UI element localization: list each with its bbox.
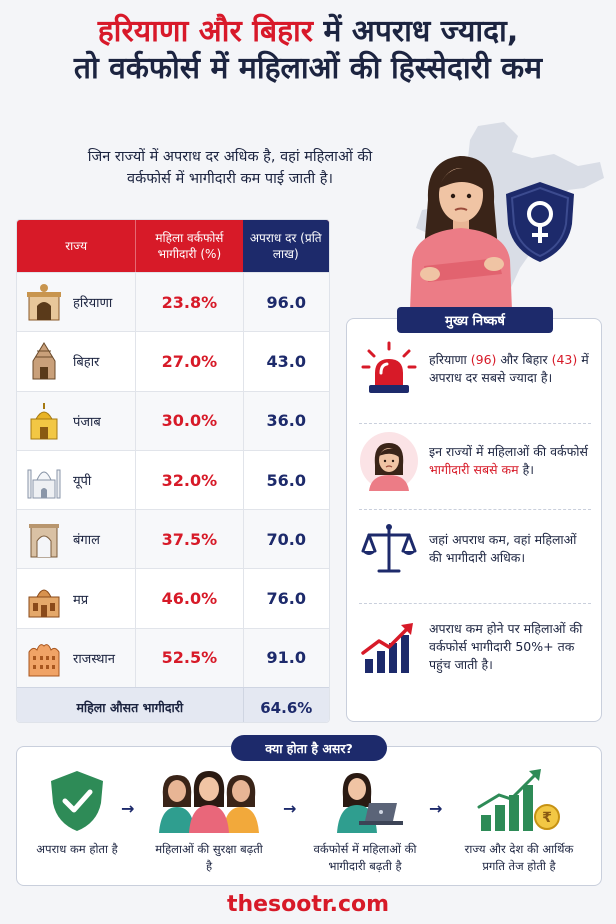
women-group-icon xyxy=(159,771,259,833)
participation-value: 32.0% xyxy=(135,450,242,510)
bengal-gate-icon xyxy=(29,524,59,558)
scale-icon xyxy=(361,524,417,573)
crime-rate-value: 76.0 xyxy=(242,569,329,628)
header-participation: महिला वर्कफोर्स भागीदारी (%) xyxy=(135,220,242,272)
state-name: यूपी xyxy=(73,474,92,490)
arrow-right-icon: → xyxy=(429,799,443,818)
key-findings-panel: मुख्य निष्कर्ष हरियाणा (96) और बिहार (43… xyxy=(346,307,602,722)
shield-female-icon xyxy=(506,182,574,262)
crime-rate-value: 70.0 xyxy=(242,510,329,569)
participation-value: 27.0% xyxy=(135,332,242,391)
step-text: महिलाओं की सुरक्षा बढ़ती है xyxy=(155,842,263,873)
table-row: राजस्थान 52.5% 91.0 xyxy=(17,627,329,688)
impact-step: वर्कफोर्स में महिलाओं की भागीदारी बढ़ती … xyxy=(307,765,423,874)
divider xyxy=(359,603,591,604)
finding-item: इन राज्यों में महिलाओं की वर्कफोर्स भागी… xyxy=(359,431,593,491)
woman-laptop-icon xyxy=(337,773,403,833)
worried-woman-illustration xyxy=(410,156,512,310)
finding-item: अपराध कम होने पर महिलाओं की वर्कफोर्स भा… xyxy=(359,617,593,677)
subtitle-line-2: वर्कफोर्स में भागीदारी कम पाई जाती है। xyxy=(127,171,333,188)
state-name: मप्र xyxy=(73,592,89,608)
average-label: महिला औसत भागीदारी xyxy=(76,700,184,716)
crime-rate-value: 96.0 xyxy=(242,273,329,332)
table-row: बंगाल 37.5% 70.0 xyxy=(17,509,329,569)
table-row: यूपी 32.0% 56.0 xyxy=(17,449,329,510)
participation-value: 23.8% xyxy=(135,273,242,332)
finding-text: हरियाणा (96) और बिहार (43) में अपराध दर … xyxy=(429,351,589,385)
brand-footer[interactable]: thesootr.com xyxy=(226,892,390,917)
punjab-golden-temple-icon xyxy=(30,402,58,440)
findings-title: मुख्य निष्कर्ष xyxy=(397,307,553,333)
state-name: हरियाणा xyxy=(73,296,113,312)
impact-step: ₹ राज्य और देश की आर्थिक प्रगति तेज होती… xyxy=(461,765,577,874)
arrow-right-icon: → xyxy=(283,799,297,818)
table-row: पंजाब 30.0% 36.0 xyxy=(17,390,329,450)
participation-value: 52.5% xyxy=(135,628,242,688)
finding-text: जहां अपराध कम, वहां महिलाओं की भागीदारी … xyxy=(429,531,577,565)
participation-value: 37.5% xyxy=(135,510,242,569)
table-row: हरियाणा 23.8% 96.0 xyxy=(17,272,329,332)
impact-title: क्या होता है असर? xyxy=(231,735,387,761)
arrow-right-icon: → xyxy=(121,799,135,818)
siren-icon xyxy=(361,341,417,393)
participation-value: 30.0% xyxy=(135,391,242,450)
crime-rate-value: 36.0 xyxy=(242,391,329,450)
finding-item: जहां अपराध कम, वहां महिलाओं की भागीदारी … xyxy=(359,519,593,579)
title-line-2: तो वर्कफोर्स में महिलाओं की हिस्सेदारी क… xyxy=(73,50,543,86)
title-highlight: हरियाणा और बिहार xyxy=(97,14,314,49)
subtitle: जिन राज्यों में अपराध दर अधिक है, वहां म… xyxy=(40,146,420,191)
table-row: बिहार 27.0% 43.0 xyxy=(17,331,329,391)
title-rest: में अपराध ज्यादा, xyxy=(313,14,519,49)
state-name: बंगाल xyxy=(73,533,100,549)
subtitle-line-1: जिन राज्यों में अपराध दर अधिक है, वहां म… xyxy=(87,149,373,165)
impact-panel: क्या होता है असर? अपराध कम होता है → महि… xyxy=(16,735,602,886)
average-value: 64.6% xyxy=(242,688,329,722)
finding-item: हरियाणा (96) और बिहार (43) में अपराध दर … xyxy=(359,339,593,399)
rajasthan-hawa-mahal-icon xyxy=(28,644,60,677)
state-name: बिहार xyxy=(73,355,100,371)
table-footer: महिला औसत भागीदारी 64.6% xyxy=(17,687,329,722)
crime-rate-value: 91.0 xyxy=(242,628,329,688)
crime-rate-value: 43.0 xyxy=(242,332,329,391)
finding-text: अपराध कम होने पर महिलाओं की वर्कफोर्स भा… xyxy=(429,620,583,673)
page-title: हरियाणा और बिहार में अपराध ज्यादा, तो वर… xyxy=(0,14,616,87)
impact-step: महिलाओं की सुरक्षा बढ़ती है xyxy=(151,765,267,874)
up-taj-mahal-icon xyxy=(27,469,61,499)
growth-chart-icon xyxy=(361,623,413,673)
state-name: राजस्थान xyxy=(73,651,116,667)
impact-step: अपराध कम होता है xyxy=(19,765,135,858)
finding-text: इन राज्यों में महिलाओं की वर्कफोर्स भागी… xyxy=(429,443,588,477)
step-text: वर्कफोर्स में महिलाओं की भागीदारी बढ़ती … xyxy=(313,842,417,873)
shield-check-icon xyxy=(51,771,103,831)
woman-icon xyxy=(360,432,418,491)
participation-value: 46.0% xyxy=(135,569,242,628)
step-text: राज्य और देश की आर्थिक प्रगति तेज होती ह… xyxy=(464,842,574,873)
crime-rate-value: 56.0 xyxy=(242,450,329,510)
divider xyxy=(359,509,591,510)
haryana-monument-icon xyxy=(27,284,61,321)
table-body: हरियाणा 23.8% 96.0 बिहार 27.0% 43.0 पंजा… xyxy=(17,272,329,688)
crime-participation-table: राज्य महिला वर्कफोर्स भागीदारी (%) अपराध… xyxy=(16,219,330,723)
mp-palace-icon xyxy=(28,589,60,618)
bihar-temple-icon xyxy=(32,342,56,380)
step-text: अपराध कम होता है xyxy=(36,842,118,856)
svg-text:₹: ₹ xyxy=(542,810,552,826)
table-header: राज्य महिला वर्कफोर्स भागीदारी (%) अपराध… xyxy=(17,220,329,272)
growth-rupee-icon: ₹ xyxy=(477,769,560,831)
header-state: राज्य xyxy=(65,238,88,253)
state-name: पंजाब xyxy=(73,414,101,430)
divider xyxy=(359,423,591,424)
table-row: मप्र 46.0% 76.0 xyxy=(17,568,329,628)
header-crime-rate: अपराध दर (प्रति लाख) xyxy=(242,220,329,272)
